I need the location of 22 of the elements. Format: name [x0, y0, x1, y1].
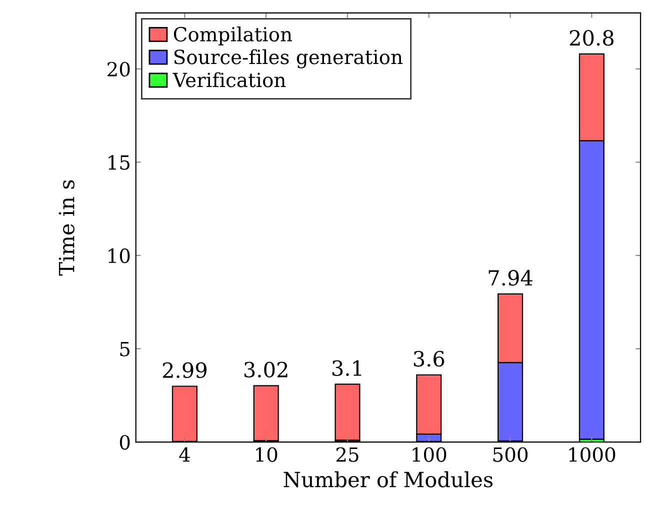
total-label: 3.02	[244, 362, 288, 378]
y-tick-label: 20	[108, 62, 130, 77]
total-label: 7.94	[488, 270, 532, 286]
total-label: 3.6	[414, 350, 444, 367]
x-tick-label: 100	[412, 447, 446, 462]
x-tick-label: 500	[493, 447, 528, 462]
y-axis-title: Time in s	[58, 180, 74, 276]
y-tick-label: 5	[120, 342, 130, 356]
legend-label: Compilation	[174, 26, 292, 46]
x-tick-label: 1000	[569, 447, 616, 462]
y-tick-label: 15	[108, 155, 130, 170]
x-tick-label: 10	[256, 447, 278, 462]
total-label: 3.1	[332, 360, 362, 376]
y-tick-label: 10	[108, 248, 130, 264]
x-tick-label: 25	[336, 447, 358, 462]
total-label: 2.99	[162, 362, 206, 378]
y-tick-label: 0	[120, 434, 130, 450]
legend-label: Source-files generation	[174, 49, 403, 68]
total-label: 20.8	[570, 30, 614, 46]
legend-label: Verification	[172, 72, 286, 88]
x-tick-label: 4	[179, 447, 190, 462]
x-axis-title: Number of Modules	[284, 471, 493, 488]
